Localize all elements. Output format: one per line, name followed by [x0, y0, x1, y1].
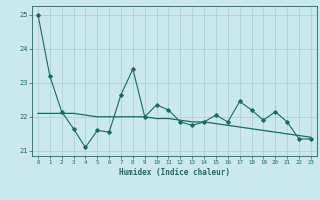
X-axis label: Humidex (Indice chaleur): Humidex (Indice chaleur)	[119, 168, 230, 177]
